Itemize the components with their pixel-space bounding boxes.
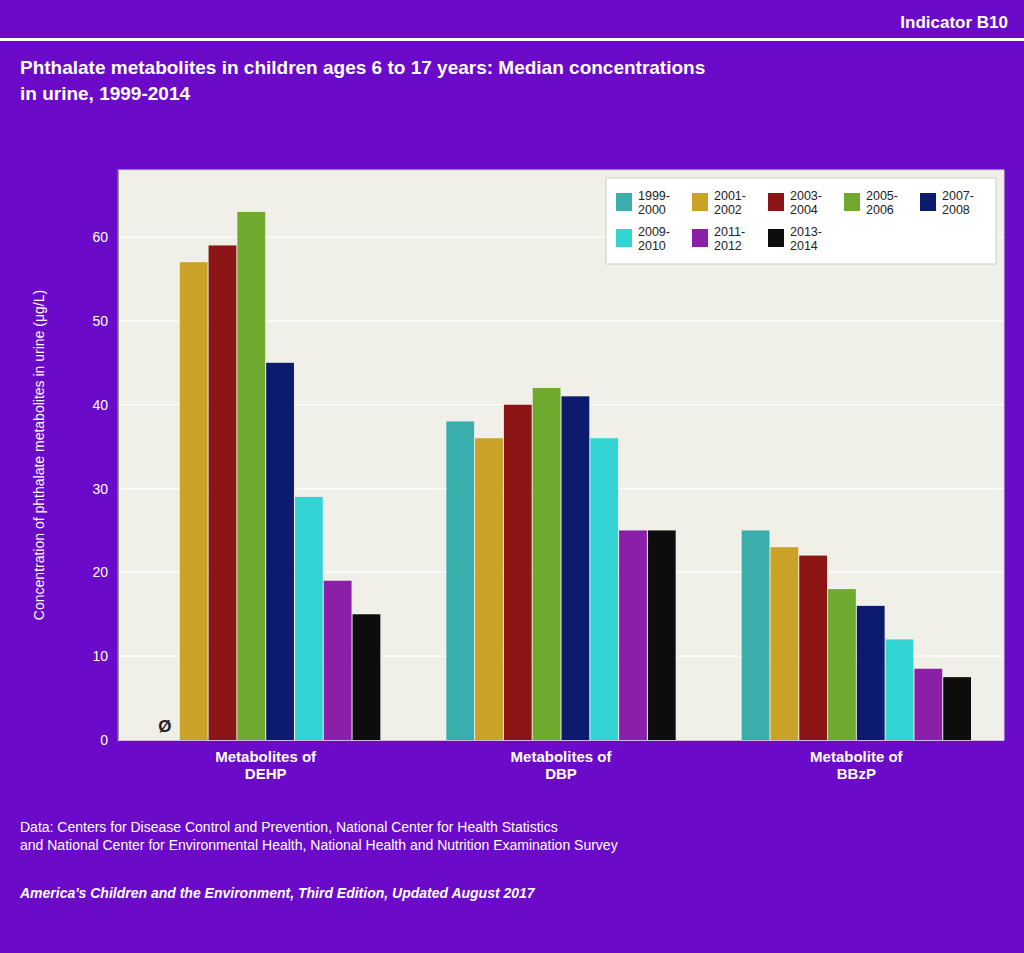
- y-tick-label: 20: [92, 564, 108, 580]
- legend-swatch: [768, 193, 784, 211]
- bar: [799, 556, 827, 740]
- bar: [209, 245, 237, 740]
- y-tick-label: 10: [92, 648, 108, 664]
- bar: [504, 405, 532, 740]
- bar: [886, 639, 914, 740]
- title: Phthalate metabolites in children ages 6…: [20, 57, 705, 104]
- legend-swatch: [768, 229, 784, 247]
- y-tick-label: 30: [92, 481, 108, 497]
- legend-label: 2003-2004: [790, 189, 822, 217]
- bar: [446, 421, 474, 740]
- bar: [562, 396, 590, 740]
- bar: [590, 438, 618, 740]
- separator: [0, 38, 1024, 41]
- y-axis-label: Concentration of phthalate metabolites i…: [31, 290, 47, 620]
- bar: [943, 677, 971, 740]
- chart: Indicator B10 Phthalate metabolites in ch…: [0, 0, 1024, 953]
- indicator: Indicator B10: [900, 13, 1008, 32]
- legend-label: 1999-2000: [638, 189, 670, 217]
- bar: [237, 212, 265, 740]
- legend-label: 2001-2002: [714, 189, 746, 217]
- bar: [266, 363, 294, 740]
- legend-label: 2013-2014: [790, 225, 822, 253]
- legend-swatch: [844, 193, 860, 211]
- footer-credit: America's Children and the Environment, …: [19, 885, 536, 901]
- legend-box: [606, 178, 996, 264]
- bar: [324, 581, 352, 740]
- bar: [295, 497, 323, 740]
- legend-label: 2011-2012: [714, 225, 745, 253]
- legend: 1999-2000 2001-2002 2003-2004 2005-2006 2007…: [606, 178, 996, 264]
- plot-background: [118, 170, 1004, 740]
- legend-swatch: [616, 229, 632, 247]
- bar: [742, 530, 770, 740]
- y-tick-label: 0: [100, 732, 108, 748]
- x-tick-label: Metabolite ofBBzP: [810, 748, 904, 782]
- bar: [770, 547, 798, 740]
- bar: [475, 438, 503, 740]
- x-tick-label: Metabolites ofDEHP: [215, 748, 317, 782]
- y-axis-line: [118, 170, 119, 740]
- legend-swatch: [920, 193, 936, 211]
- bar: [914, 669, 942, 740]
- y-tick-label: 50: [92, 313, 108, 329]
- bar: [353, 614, 381, 740]
- y-tick-label: 60: [92, 229, 108, 245]
- legend-label: 2009-2010: [638, 225, 670, 253]
- bar: [857, 606, 885, 740]
- legend-swatch: [692, 193, 708, 211]
- bar: [828, 589, 856, 740]
- x-tick-label: Metabolites ofDBP: [511, 748, 613, 782]
- bar: [648, 530, 676, 740]
- bar: [619, 530, 647, 740]
- bars: [180, 212, 971, 740]
- legend-label: 2005-2006: [866, 189, 898, 217]
- legend-swatch: [692, 229, 708, 247]
- y-tick-label: 40: [92, 397, 108, 413]
- bar: [533, 388, 561, 740]
- bar: [180, 262, 208, 740]
- footer-source: Data: Centers for Disease Control and Pr…: [20, 819, 618, 853]
- background: [0, 0, 1024, 953]
- missing-marker: Ø: [158, 717, 171, 736]
- legend-swatch: [616, 193, 632, 211]
- legend-label: 2007-2008: [942, 189, 974, 217]
